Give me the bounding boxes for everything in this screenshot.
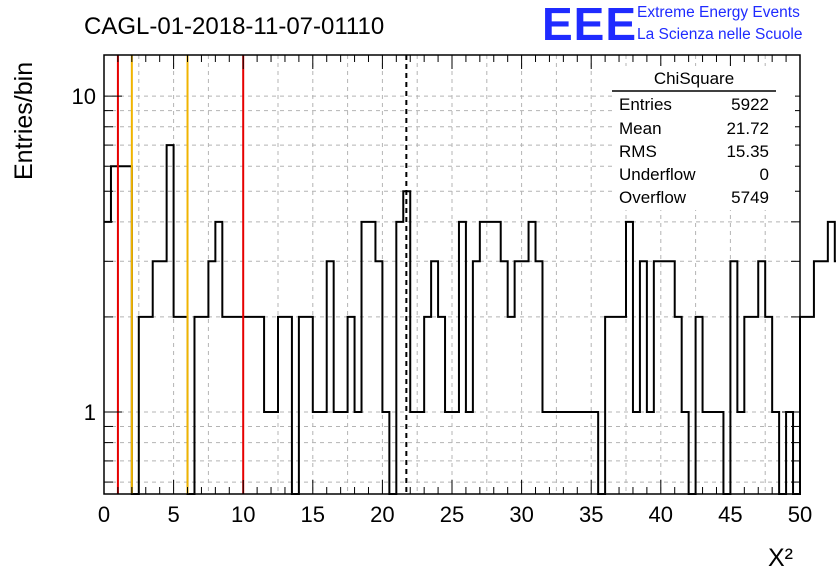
stats-box-background bbox=[612, 66, 795, 210]
stats-row-label: RMS bbox=[619, 142, 657, 161]
logo-mark: EEE bbox=[542, 0, 637, 50]
stats-row-label: Underflow bbox=[619, 165, 696, 184]
stats-title: ChiSquare bbox=[654, 69, 734, 88]
stats-row-value: 5749 bbox=[731, 188, 769, 207]
x-tick-label: 5 bbox=[167, 502, 179, 527]
y-tick-label: 1 bbox=[84, 400, 96, 425]
stats-row-value: 0 bbox=[760, 165, 769, 184]
x-tick-label: 25 bbox=[440, 502, 464, 527]
x-tick-label: 40 bbox=[649, 502, 673, 527]
axes: 0 5 10 15 20 25 30 35 40 45 50 1 10 bbox=[72, 54, 812, 527]
stats-row-label: Overflow bbox=[619, 188, 687, 207]
chart-title: CAGL-01-2018-11-07-01110 bbox=[84, 13, 384, 40]
x-tick-label: 45 bbox=[718, 502, 742, 527]
stats-row-label: Mean bbox=[619, 119, 662, 138]
histogram-outline bbox=[104, 144, 836, 495]
stats-row-label: Entries bbox=[619, 95, 672, 114]
x-tick-label: 10 bbox=[231, 502, 255, 527]
x-tick-label: 15 bbox=[301, 502, 325, 527]
stats-row-value: 21.72 bbox=[726, 119, 769, 138]
histogram-series bbox=[104, 144, 836, 495]
stats-row-value: 15.35 bbox=[726, 142, 769, 161]
stats-row-value: 5922 bbox=[731, 95, 769, 114]
stats-box: ChiSquare Entries 5922 Mean 21.72 RMS 15… bbox=[612, 66, 795, 210]
x-tick-label: 50 bbox=[788, 502, 812, 527]
logo-line-2: La Scienza nelle Scuole bbox=[637, 26, 802, 43]
logo-line-1: Extreme Energy Events bbox=[637, 4, 800, 21]
y-axis-label: Entries/bin bbox=[10, 62, 38, 180]
eee-logo: EEE Extreme Energy Events La Scienza nel… bbox=[542, 0, 802, 50]
x-tick-label: 35 bbox=[579, 502, 603, 527]
x-tick-label: 0 bbox=[98, 502, 110, 527]
x-tick-label: 20 bbox=[370, 502, 394, 527]
marker-lines bbox=[116, 55, 408, 494]
y-tick-label: 10 bbox=[72, 84, 96, 109]
x-axis-label: X² bbox=[768, 544, 793, 572]
x-tick-label: 30 bbox=[509, 502, 533, 527]
